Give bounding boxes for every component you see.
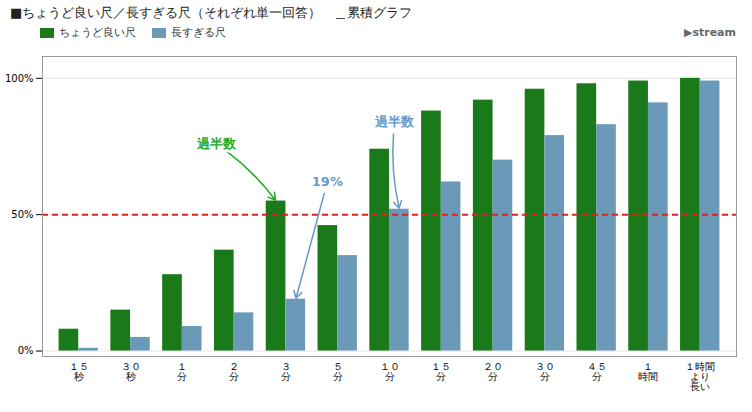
- html-text:ちょうど良い尺: ちょうど良い尺: [59, 26, 136, 39]
- html-text:長すぎる尺: 長すぎる尺: [171, 26, 226, 39]
- svg-text:４５分: ４５分: [587, 361, 607, 382]
- svg-text:３０秒: ３０秒: [121, 361, 141, 382]
- html-text:■ちょうど良い尺／長すぎる尺（それぞれ単一回答） ＿累積グラ: ■ちょうど良い尺／長すぎる尺（それぞれ単一回答） ＿累積グラフ: [10, 5, 413, 20]
- html-text:▶stream: ▶stream: [684, 26, 736, 39]
- svg-text:１０分: １０分: [380, 361, 400, 382]
- svg-text:２０分: ２０分: [483, 361, 503, 382]
- svg-text:50%: 50%: [11, 209, 33, 220]
- svg-text:過半数: 過半数: [196, 136, 237, 151]
- svg-text:１時間より長い: １時間より長い: [685, 361, 715, 392]
- svg-text:過半数: 過半数: [374, 114, 415, 129]
- svg-text:５分: ５分: [333, 361, 343, 382]
- svg-text:１時間: １時間: [638, 361, 658, 382]
- svg-text:１５秒: １５秒: [69, 361, 89, 382]
- svg-text:３分: ３分: [281, 361, 291, 382]
- svg-text:0%: 0%: [18, 345, 34, 356]
- svg-text:２分: ２分: [229, 361, 239, 382]
- svg-text:１５分: １５分: [431, 361, 451, 382]
- svg-text:19%: 19%: [312, 174, 343, 189]
- svg-text:１分: １分: [177, 361, 187, 382]
- svg-text:100%: 100%: [5, 73, 34, 84]
- svg-text:３０分: ３０分: [535, 361, 555, 382]
